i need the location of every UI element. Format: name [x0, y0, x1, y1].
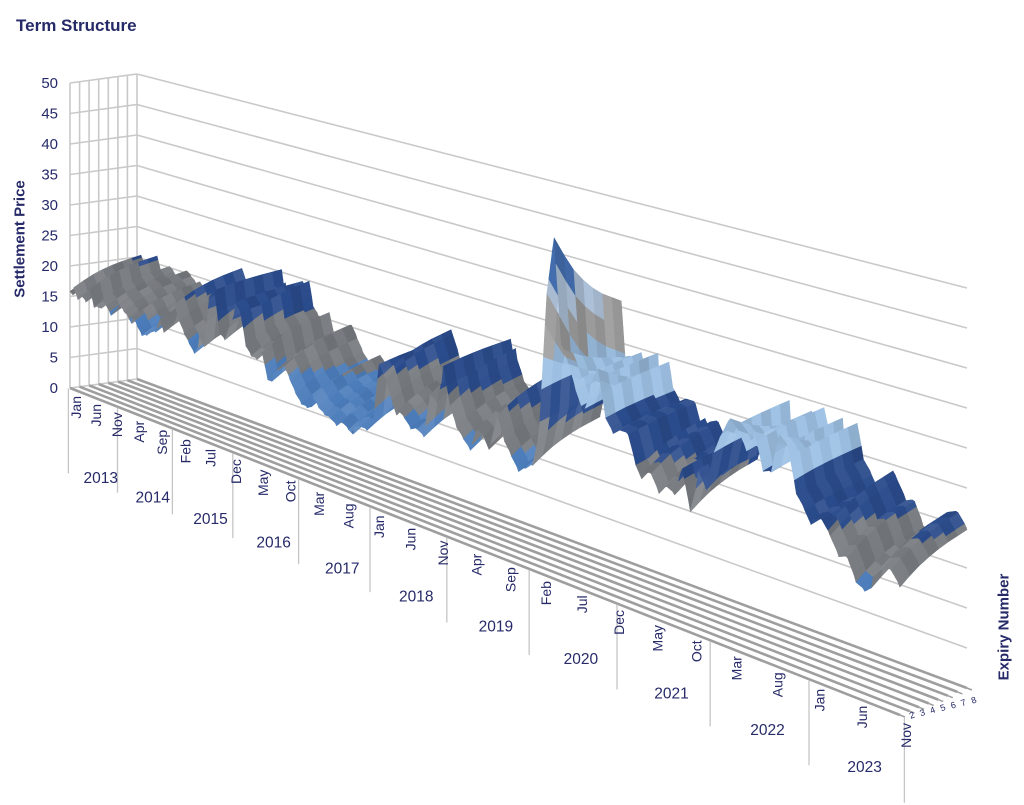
svg-text:6: 6 [949, 700, 957, 711]
z-axis-title: Expiry Number [995, 573, 1013, 681]
svg-text:8: 8 [970, 695, 978, 706]
svg-text:Apr: Apr [131, 420, 147, 442]
svg-text:35: 35 [41, 167, 58, 184]
svg-text:7: 7 [959, 697, 967, 708]
svg-text:Jul: Jul [202, 449, 218, 467]
svg-text:Mar: Mar [311, 491, 327, 515]
svg-text:Oct: Oct [283, 480, 299, 502]
svg-text:15: 15 [41, 289, 58, 306]
svg-text:Feb: Feb [538, 581, 554, 605]
svg-text:Jan: Jan [811, 689, 827, 712]
svg-text:2018: 2018 [399, 589, 433, 606]
svg-text:2014: 2014 [136, 490, 171, 507]
svg-text:Sep: Sep [503, 567, 519, 592]
svg-text:May: May [649, 625, 665, 651]
svg-text:Sep: Sep [154, 430, 170, 455]
svg-text:2013: 2013 [83, 470, 117, 487]
svg-text:Dec: Dec [228, 459, 244, 484]
svg-text:3: 3 [918, 707, 926, 718]
svg-text:5: 5 [50, 350, 58, 367]
chart-title: Term Structure [16, 16, 137, 35]
svg-text:Jun: Jun [854, 706, 870, 729]
svg-text:0: 0 [50, 380, 58, 397]
svg-text:2: 2 [908, 710, 916, 721]
svg-text:Oct: Oct [688, 640, 704, 662]
svg-text:Mar: Mar [728, 656, 744, 680]
svg-text:2015: 2015 [193, 511, 227, 528]
svg-text:20: 20 [41, 258, 58, 275]
svg-text:2017: 2017 [325, 561, 359, 578]
svg-text:40: 40 [41, 136, 58, 153]
svg-text:10: 10 [41, 319, 58, 336]
svg-text:Apr: Apr [468, 553, 484, 575]
svg-text:2020: 2020 [564, 651, 599, 668]
svg-text:Nov: Nov [109, 412, 125, 437]
svg-text:Jun: Jun [88, 404, 104, 427]
svg-text:2019: 2019 [479, 619, 513, 636]
svg-text:Feb: Feb [178, 439, 194, 463]
svg-text:2021: 2021 [654, 686, 688, 703]
svg-text:45: 45 [41, 106, 58, 123]
svg-text:Nov: Nov [435, 541, 451, 566]
svg-text:Aug: Aug [769, 672, 785, 697]
svg-text:May: May [255, 470, 271, 496]
svg-text:25: 25 [41, 228, 58, 245]
svg-text:5: 5 [939, 702, 947, 713]
svg-text:2022: 2022 [750, 722, 784, 739]
svg-text:2016: 2016 [256, 535, 290, 552]
svg-text:Nov: Nov [898, 723, 914, 748]
svg-text:Aug: Aug [341, 503, 357, 528]
svg-text:4: 4 [929, 705, 937, 716]
svg-text:Dec: Dec [611, 610, 627, 635]
y-axis-title: Settlement Price [11, 180, 29, 298]
svg-text:Jan: Jan [68, 396, 84, 419]
svg-text:30: 30 [41, 197, 58, 214]
svg-text:Jan: Jan [371, 515, 387, 538]
svg-text:Jul: Jul [574, 595, 590, 613]
svg-text:50: 50 [41, 75, 58, 92]
svg-text:Jun: Jun [403, 528, 419, 551]
svg-text:2023: 2023 [847, 759, 881, 776]
